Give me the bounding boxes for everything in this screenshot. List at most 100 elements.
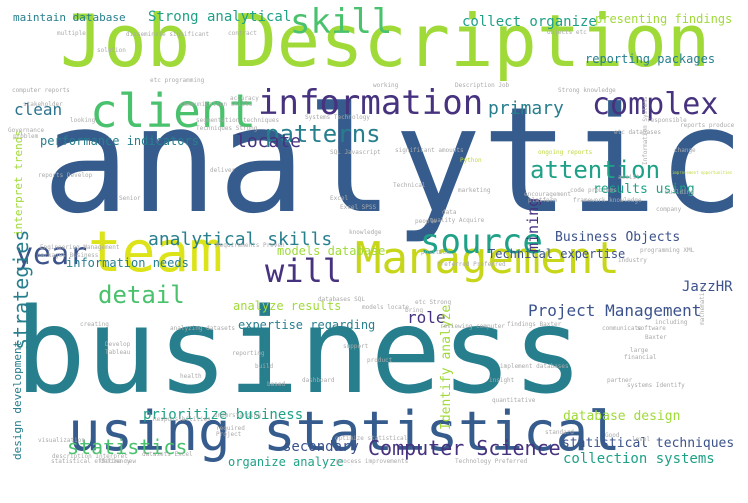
cloud-word: support [343,343,369,350]
cloud-word: etc databases [614,129,661,136]
cloud-word: design development [11,340,24,460]
cloud-word: industry [618,257,647,264]
cloud-word: using statistical [68,400,621,463]
cloud-word: secondary [283,439,359,455]
cloud-word: Objects etc [547,29,587,36]
cloud-word: Good [605,432,620,439]
cloud-word: insight [489,377,515,384]
cloud-word: company [656,206,682,213]
cloud-word: improvement opportunities [672,170,733,175]
cloud-word: Systems Technology [305,114,371,121]
cloud-word: level [632,436,651,443]
cloud-word: results using [593,182,695,197]
cloud-word: Management [355,233,620,284]
cloud-word: implement databases [500,363,569,370]
cloud-word: disseminate significant [126,31,210,38]
cloud-word: mining [524,197,542,252]
cloud-word: information [258,83,484,123]
cloud-word: building [665,189,694,196]
cloud-word: maintain database [13,11,126,24]
cloud-word: visualization [38,437,85,444]
cloud-word: clean [14,100,63,119]
cloud-word: Computer Science [368,436,561,460]
cloud-word: client [90,84,257,138]
cloud-word: Requirements Proven [216,242,285,249]
cloud-word: understanding [214,412,261,419]
cloud-word: statistical techniques [562,436,735,451]
cloud-word: communication skills [180,101,253,108]
cloud-word: reporting [232,350,265,357]
cloud-word: Project [216,431,242,438]
cloud-word: quantitative [492,397,536,404]
cloud-word: organize analyze [228,455,344,469]
cloud-word: analyzing datasets [170,325,236,332]
cloud-word: Responsibilities [153,416,211,423]
cloud-word: statistical efficiency [51,458,131,465]
cloud-word: datasets Excel [142,451,193,458]
cloud-word: framework knowledge [573,197,642,204]
cloud-word: analytic [42,76,746,246]
cloud-word: working [373,82,399,89]
cloud-word: financial [624,354,657,361]
cloud-word: year [15,237,88,272]
cloud-word: based [267,381,286,388]
cloud-word: Description Job [455,82,510,89]
cloud-word: Business Objects [555,230,681,245]
cloud-word: reports Develop [38,172,93,179]
cloud-word: multiple [57,30,86,37]
cloud-word: Senior [119,195,141,202]
cloud-word: primary [488,98,564,119]
cloud-word: reports produce [680,122,735,129]
cloud-word: collect organize [462,14,597,30]
cloud-word: Develop [105,341,131,348]
cloud-word: patterns [265,120,381,148]
cloud-word: change [674,147,696,154]
cloud-word: interpret trends [12,130,25,236]
cloud-word: people [415,218,437,225]
cloud-word: quality Acquire [430,217,485,224]
cloud-word: knowledge [349,229,382,236]
cloud-word: role [407,308,446,327]
cloud-word: Baxter [645,334,667,341]
cloud-word: collection systems [563,451,715,467]
cloud-word: including [655,319,688,326]
cloud-word: communicate [602,325,642,332]
cloud-word: responsible [647,117,687,124]
cloud-word: segmentation techniques [196,117,280,124]
cloud-word: ongoing reports [538,149,593,156]
cloud-word: Technology Preferred [455,458,528,465]
cloud-word: deliver [210,167,236,174]
cloud-word: JazzHR [682,279,733,295]
cloud-word: models locate [362,304,409,311]
cloud-word: Techniques Strong [196,125,258,132]
cloud-word: database design [563,409,681,424]
cloud-word: Excel SPSS [340,204,377,211]
cloud-word: Governance [8,127,45,134]
cloud-word: expertise regarding [238,318,376,332]
cloud-word: large [630,347,649,354]
cloud-word: contract [228,30,257,37]
cloud-word: standard [545,429,574,436]
cloud-word: databases SQL [318,296,365,303]
cloud-word: accuracy [230,95,259,102]
cloud-word: stakeholder [23,101,63,108]
cloud-word: problem [13,133,39,140]
cloud-word: information needs [66,256,189,270]
cloud-word: programming XML [640,247,695,254]
cloud-word: assist [618,174,640,181]
cloud-word: etc Strong [415,299,452,306]
cloud-word: marketing [458,187,491,194]
cloud-word: looking [70,117,96,124]
cloud-word: platform [528,197,557,204]
cloud-word: Job Description [60,0,711,83]
cloud-word: models database [277,244,386,258]
cloud-word: statistics [67,435,188,459]
cloud-word: SQL Javascript [330,149,381,156]
cloud-word: Technical expertise [488,247,626,261]
cloud-word: code problems [570,187,617,194]
cloud-word: product [367,357,393,364]
cloud-word: partner [607,377,633,384]
cloud-word: performance indicators [40,134,199,148]
cloud-word: data [442,209,457,216]
